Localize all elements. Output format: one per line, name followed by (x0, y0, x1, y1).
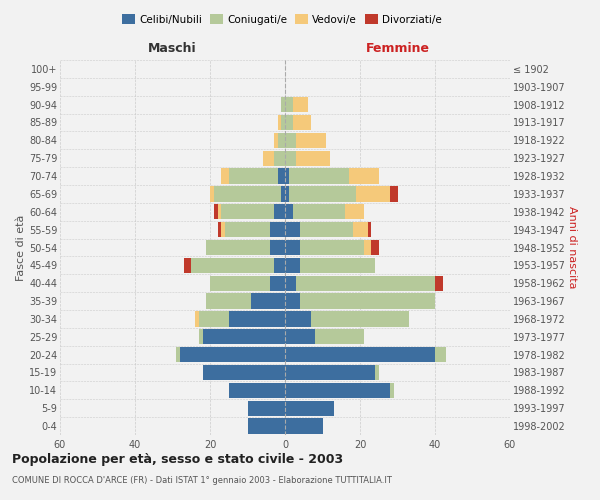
Bar (199, 312, 229, 326)
Bar (195, 312, 199, 326)
Bar (293, 204, 345, 220)
Bar (285, 365, 375, 380)
Bar (285, 222, 300, 237)
Bar (356, 186, 390, 202)
Bar (199, 329, 203, 344)
Bar (251, 294, 285, 308)
Bar (206, 294, 251, 308)
Bar (281, 97, 285, 112)
Bar (285, 204, 293, 220)
Bar (214, 186, 281, 202)
Bar (390, 186, 398, 202)
Bar (206, 240, 270, 255)
Bar (353, 222, 367, 237)
Y-axis label: Anni di nascita: Anni di nascita (567, 206, 577, 289)
Bar (300, 294, 435, 308)
Bar (300, 258, 375, 273)
Bar (277, 168, 285, 184)
Bar (315, 329, 364, 344)
Bar (285, 240, 300, 255)
Bar (274, 133, 277, 148)
Bar (221, 168, 229, 184)
Text: Maschi: Maschi (148, 42, 197, 54)
Text: COMUNE DI ROCCA D'ARCE (FR) - Dati ISTAT 1° gennaio 2003 - Elaborazione TUTTITAL: COMUNE DI ROCCA D'ARCE (FR) - Dati ISTAT… (12, 476, 392, 485)
Bar (274, 204, 285, 220)
Bar (229, 383, 285, 398)
Bar (300, 240, 364, 255)
Bar (285, 150, 296, 166)
Bar (221, 222, 225, 237)
Bar (270, 240, 285, 255)
Bar (285, 276, 296, 291)
Bar (285, 115, 293, 130)
Bar (263, 150, 274, 166)
Bar (225, 222, 270, 237)
Bar (364, 240, 371, 255)
Bar (300, 222, 353, 237)
Bar (285, 97, 293, 112)
Bar (296, 276, 435, 291)
Bar (375, 365, 379, 380)
Text: Femmine: Femmine (365, 42, 430, 54)
Bar (285, 329, 315, 344)
Bar (293, 97, 308, 112)
Bar (285, 383, 390, 398)
Bar (435, 347, 446, 362)
Bar (248, 418, 285, 434)
Bar (270, 276, 285, 291)
Bar (296, 133, 326, 148)
Bar (285, 258, 300, 273)
Bar (296, 150, 330, 166)
Bar (229, 312, 285, 326)
Bar (285, 418, 323, 434)
Bar (184, 258, 191, 273)
Bar (180, 347, 285, 362)
Bar (285, 347, 435, 362)
Bar (367, 222, 371, 237)
Bar (285, 400, 334, 416)
Bar (214, 204, 218, 220)
Bar (248, 400, 285, 416)
Bar (221, 204, 274, 220)
Bar (285, 133, 296, 148)
Bar (203, 365, 285, 380)
Bar (277, 115, 281, 130)
Bar (311, 312, 409, 326)
Bar (218, 204, 221, 220)
Bar (210, 186, 214, 202)
Bar (289, 186, 356, 202)
Bar (274, 258, 285, 273)
Bar (270, 222, 285, 237)
Text: Popolazione per età, sesso e stato civile - 2003: Popolazione per età, sesso e stato civil… (12, 452, 343, 466)
Bar (203, 329, 285, 344)
Bar (210, 276, 270, 291)
Bar (229, 168, 277, 184)
Bar (191, 258, 274, 273)
Bar (285, 294, 300, 308)
Bar (390, 383, 394, 398)
Bar (274, 150, 285, 166)
Bar (345, 204, 364, 220)
Bar (371, 240, 379, 255)
Bar (277, 133, 285, 148)
Bar (349, 168, 379, 184)
Bar (285, 186, 289, 202)
Bar (293, 115, 311, 130)
Bar (281, 186, 285, 202)
Bar (289, 168, 349, 184)
Bar (435, 276, 443, 291)
Legend: Celibi/Nubili, Coniugati/e, Vedovi/e, Divorziati/e: Celibi/Nubili, Coniugati/e, Vedovi/e, Di… (118, 10, 446, 29)
Bar (285, 312, 311, 326)
Bar (281, 115, 285, 130)
Y-axis label: Fasce di età: Fasce di età (16, 214, 26, 280)
Bar (218, 222, 221, 237)
Bar (285, 168, 289, 184)
Bar (176, 347, 180, 362)
